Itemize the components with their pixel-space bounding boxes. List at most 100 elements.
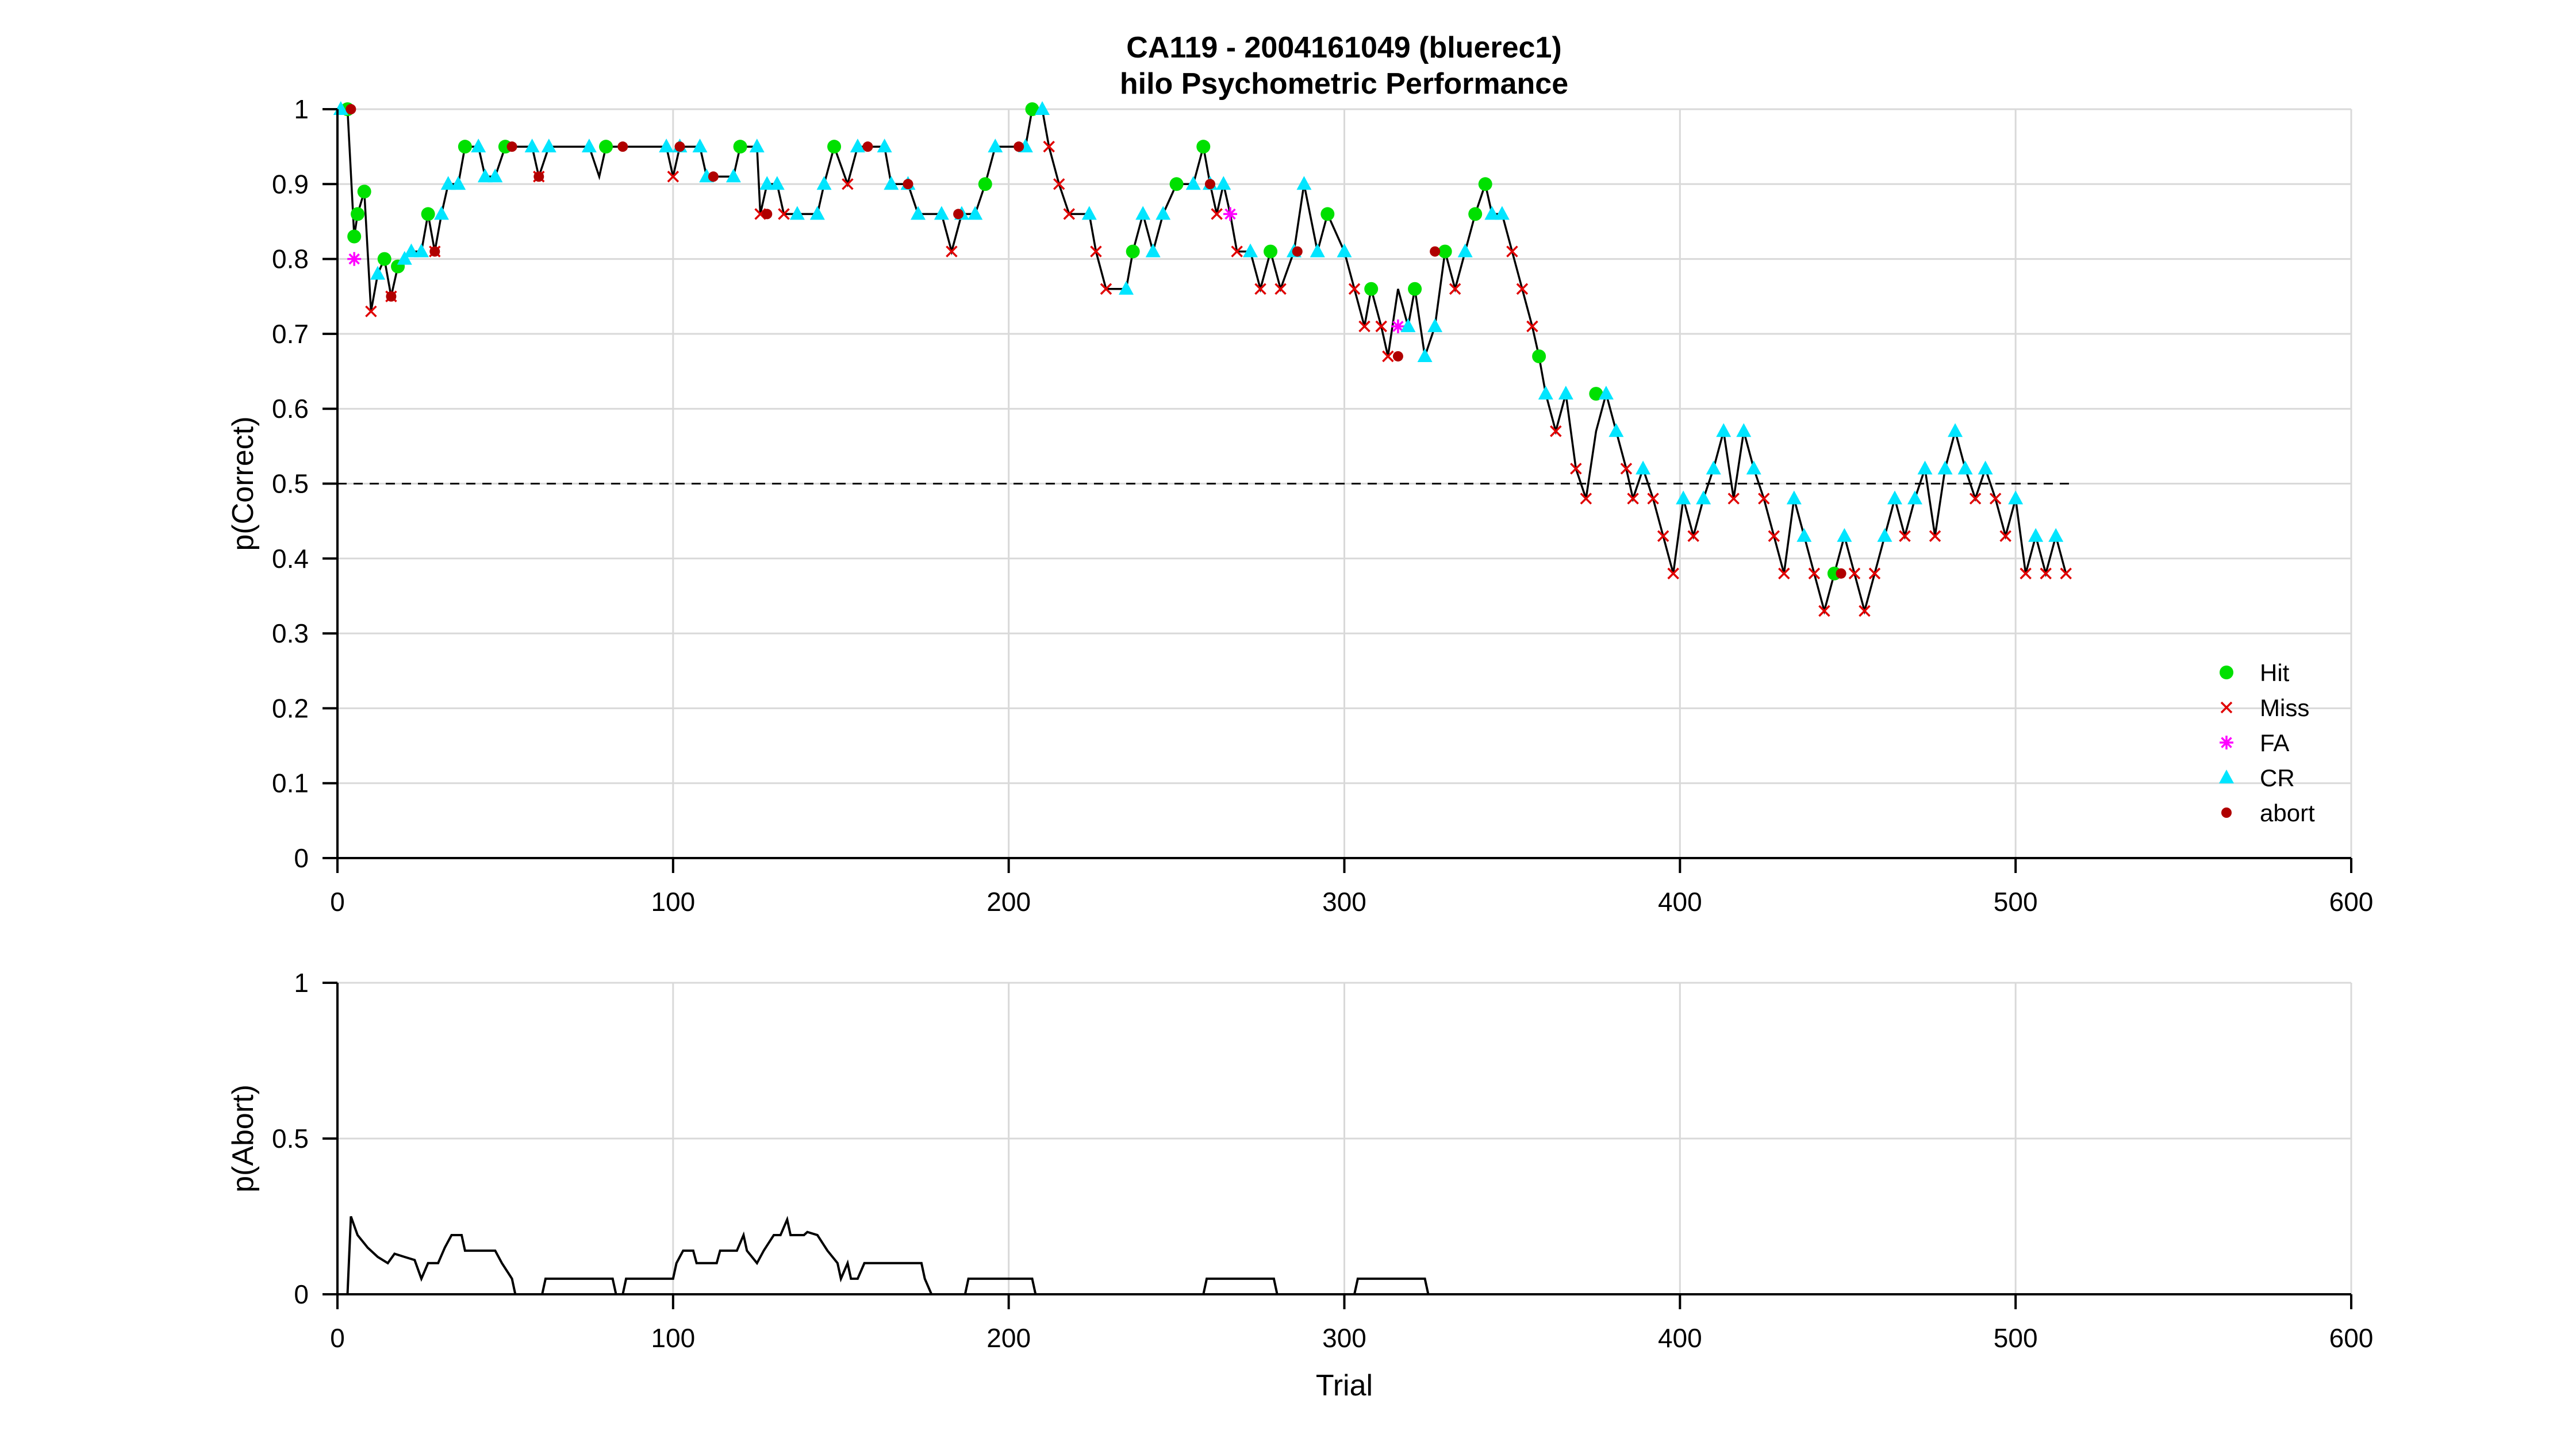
cr-marker <box>1135 206 1151 220</box>
cr-marker <box>1706 460 1721 475</box>
cr-marker <box>1608 423 1624 437</box>
cr-marker <box>850 139 865 153</box>
miss-marker <box>1999 530 2011 542</box>
miss-marker-legend <box>2220 701 2233 714</box>
cr-marker <box>659 139 674 153</box>
hit-marker <box>1589 387 1603 401</box>
cr-marker <box>911 206 926 220</box>
abort-marker <box>345 104 356 114</box>
top-y-tick-label: 0.2 <box>272 693 309 723</box>
miss-marker <box>1550 425 1562 437</box>
abort-marker <box>708 171 719 182</box>
cr-marker <box>968 206 983 220</box>
cr-marker <box>759 176 775 190</box>
abort-marker <box>1013 141 1024 152</box>
miss-marker <box>1627 493 1639 505</box>
abort-marker <box>674 141 685 152</box>
hit-marker <box>1478 177 1492 191</box>
cr-marker <box>1598 386 1614 400</box>
abort-marker-legend <box>2221 807 2232 818</box>
miss-marker <box>1526 320 1538 333</box>
fa-marker <box>347 252 362 266</box>
hit-marker <box>1364 282 1379 296</box>
cr-marker <box>1119 280 1134 295</box>
cr-marker <box>789 206 805 220</box>
top-x-tick-label: 0 <box>330 887 345 917</box>
p-abort-line <box>346 1216 2351 1295</box>
abort-marker <box>386 291 397 302</box>
cr-marker <box>809 206 825 220</box>
abort-marker <box>903 179 913 190</box>
top-x-tick-label: 600 <box>2329 887 2374 917</box>
fa-marker <box>1391 319 1405 333</box>
miss-marker <box>2060 567 2072 580</box>
cr-marker <box>524 139 540 153</box>
abort-marker <box>533 171 544 182</box>
bottom-x-tick-label: 500 <box>1994 1323 2038 1353</box>
miss-marker <box>1100 283 1112 295</box>
miss-marker <box>1620 463 1633 475</box>
cr-marker <box>1417 348 1433 362</box>
p-correct-line <box>340 108 2067 615</box>
miss-marker <box>1063 208 1075 220</box>
cr-marker <box>1185 176 1201 190</box>
hit-marker <box>1196 140 1211 154</box>
cr-marker <box>769 176 785 190</box>
cr-marker <box>1978 460 1993 475</box>
miss-marker <box>1818 605 1830 617</box>
cr-marker <box>1310 243 1325 257</box>
top-x-tick-label: 300 <box>1322 887 1366 917</box>
miss-marker <box>1667 567 1679 580</box>
abort-marker <box>1292 246 1303 257</box>
bottom-y-tick-label: 1 <box>294 968 309 998</box>
p-abort-chart: 0 100 200 300 400 500 600 0 0.5 1 p(Abort) Trial <box>226 968 2373 1402</box>
miss-marker <box>1768 530 1780 542</box>
cr-marker <box>1948 423 1963 437</box>
hit-marker <box>1468 207 1483 221</box>
cr-marker <box>370 266 386 280</box>
hit-marker <box>978 177 992 191</box>
legend-label-cr: CR <box>2260 764 2295 791</box>
cr-marker <box>1696 490 1711 505</box>
cr-marker <box>413 243 429 257</box>
miss-marker <box>1506 245 1518 257</box>
cr-marker <box>1957 460 1973 475</box>
cr-marker <box>1636 460 1651 475</box>
cr-marker <box>2048 528 2064 542</box>
cr-marker <box>1736 423 1752 437</box>
cr-marker <box>749 139 765 153</box>
top-y-tick-label: 0.9 <box>272 169 309 199</box>
miss-marker <box>1449 283 1461 295</box>
cr-marker <box>934 206 949 220</box>
bottom-x-tick-label: 300 <box>1322 1323 1366 1353</box>
hit-marker <box>421 207 435 221</box>
bottom-x-tick-label: 0 <box>330 1323 345 1353</box>
abort-marker <box>1204 179 1215 190</box>
cr-marker <box>988 139 1003 153</box>
abort-marker <box>1836 568 1846 579</box>
miss-marker <box>1348 283 1361 295</box>
cr-marker <box>1081 206 1097 220</box>
fa-marker-legend <box>2220 736 2233 749</box>
hit-marker <box>351 207 365 221</box>
miss-marker <box>1848 567 1861 580</box>
chart-title-line2: hilo Psychometric Performance <box>1120 67 1568 101</box>
miss-marker <box>1778 567 1790 580</box>
miss-marker <box>1570 463 1582 475</box>
abort-marker <box>762 209 773 220</box>
cr-marker <box>1145 243 1161 257</box>
cr-marker <box>1538 386 1553 400</box>
miss-marker <box>2040 567 2052 580</box>
miss-marker <box>778 208 790 220</box>
y-axis-label-p-abort: p(Abort) <box>226 1085 260 1193</box>
hit-marker <box>347 229 362 244</box>
top-x-tick-label: 400 <box>1658 887 1702 917</box>
abort-marker <box>429 246 440 257</box>
miss-marker <box>1274 283 1287 295</box>
cr-marker <box>1746 460 1761 475</box>
miss-marker <box>1254 283 1266 295</box>
cr-marker <box>487 168 503 183</box>
cr-marker <box>471 139 486 153</box>
hit-marker <box>1264 244 1278 259</box>
miss-marker <box>1231 245 1243 257</box>
